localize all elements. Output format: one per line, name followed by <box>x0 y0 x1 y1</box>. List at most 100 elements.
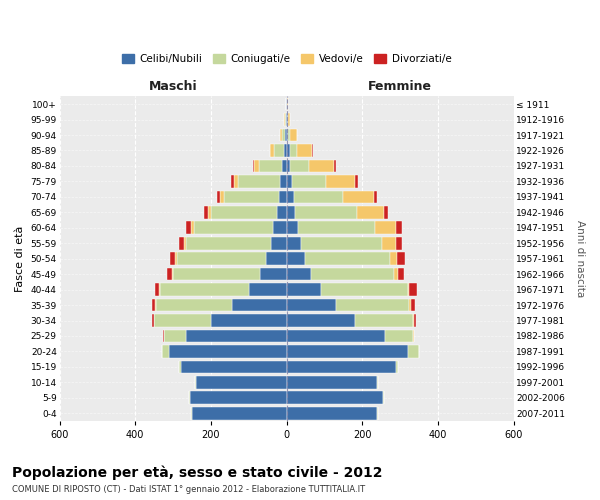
Bar <box>179 360 181 373</box>
Bar <box>155 284 159 296</box>
Legend: Celibi/Nubili, Coniugati/e, Vedovi/e, Divorziati/e: Celibi/Nubili, Coniugati/e, Vedovi/e, Di… <box>118 50 455 68</box>
Bar <box>220 190 224 203</box>
Bar <box>233 175 238 188</box>
Bar <box>170 252 175 265</box>
Bar <box>184 237 187 250</box>
Bar <box>289 113 290 126</box>
Bar <box>287 298 336 312</box>
Bar <box>414 314 416 327</box>
Bar <box>287 98 288 110</box>
Bar <box>155 298 156 312</box>
Bar <box>173 268 260 280</box>
Bar <box>336 298 409 312</box>
Bar <box>260 268 287 280</box>
Bar <box>282 160 287 172</box>
Bar <box>407 284 409 296</box>
Bar <box>413 330 415 342</box>
Bar <box>279 190 287 203</box>
Bar <box>287 376 377 388</box>
Bar <box>287 407 377 420</box>
Bar <box>195 376 196 388</box>
Bar <box>409 298 410 312</box>
Bar <box>175 252 177 265</box>
Bar <box>187 330 287 342</box>
Bar <box>287 190 294 203</box>
Bar <box>343 190 374 203</box>
Bar <box>164 330 187 342</box>
Bar <box>191 407 192 420</box>
Bar <box>285 128 287 141</box>
Bar <box>287 252 305 265</box>
Bar <box>280 128 282 141</box>
Bar <box>287 160 290 172</box>
Bar <box>154 314 211 327</box>
Bar <box>287 330 385 342</box>
Bar <box>266 252 287 265</box>
Bar <box>156 298 232 312</box>
Bar <box>311 268 394 280</box>
Y-axis label: Anni di nascita: Anni di nascita <box>575 220 585 298</box>
Bar <box>290 128 297 141</box>
Bar <box>287 237 301 250</box>
Bar <box>286 98 287 110</box>
Bar <box>287 222 298 234</box>
Bar <box>181 360 287 373</box>
Bar <box>287 175 292 188</box>
Bar <box>162 345 169 358</box>
Bar <box>287 392 383 404</box>
Bar <box>290 144 297 157</box>
Text: Maschi: Maschi <box>149 80 197 94</box>
Bar <box>286 113 287 126</box>
Bar <box>290 160 309 172</box>
Bar <box>287 268 311 280</box>
Bar <box>383 392 384 404</box>
Bar <box>395 237 403 250</box>
Bar <box>196 376 287 388</box>
Bar <box>280 175 287 188</box>
Bar <box>377 407 378 420</box>
Bar <box>298 222 376 234</box>
Bar <box>194 222 274 234</box>
Bar <box>312 144 313 157</box>
Bar <box>309 160 334 172</box>
Bar <box>384 206 388 218</box>
Bar <box>163 330 164 342</box>
Bar <box>274 144 284 157</box>
Bar <box>326 175 355 188</box>
Bar <box>305 252 390 265</box>
Bar <box>169 345 287 358</box>
Bar <box>211 206 277 218</box>
Bar <box>407 345 419 358</box>
Bar <box>259 160 282 172</box>
Bar <box>208 206 211 218</box>
Bar <box>282 128 285 141</box>
Text: Femmine: Femmine <box>368 80 432 94</box>
Bar <box>287 284 320 296</box>
Bar <box>285 113 286 126</box>
Bar <box>152 314 154 327</box>
Bar <box>390 252 397 265</box>
Bar <box>254 160 259 172</box>
Y-axis label: Fasce di età: Fasce di età <box>15 226 25 292</box>
Bar <box>177 252 266 265</box>
Bar <box>382 237 395 250</box>
Bar <box>249 284 287 296</box>
Bar <box>377 376 378 388</box>
Bar <box>167 268 172 280</box>
Bar <box>179 237 184 250</box>
Bar <box>217 190 220 203</box>
Bar <box>191 222 194 234</box>
Bar <box>232 298 287 312</box>
Bar <box>409 284 417 296</box>
Bar <box>292 175 326 188</box>
Bar <box>396 222 402 234</box>
Bar <box>397 252 405 265</box>
Bar <box>187 222 191 234</box>
Bar <box>238 175 280 188</box>
Bar <box>394 268 398 280</box>
Bar <box>274 222 287 234</box>
Bar <box>289 128 290 141</box>
Bar <box>334 160 336 172</box>
Bar <box>287 206 295 218</box>
Text: Popolazione per età, sesso e stato civile - 2012: Popolazione per età, sesso e stato civil… <box>12 465 383 479</box>
